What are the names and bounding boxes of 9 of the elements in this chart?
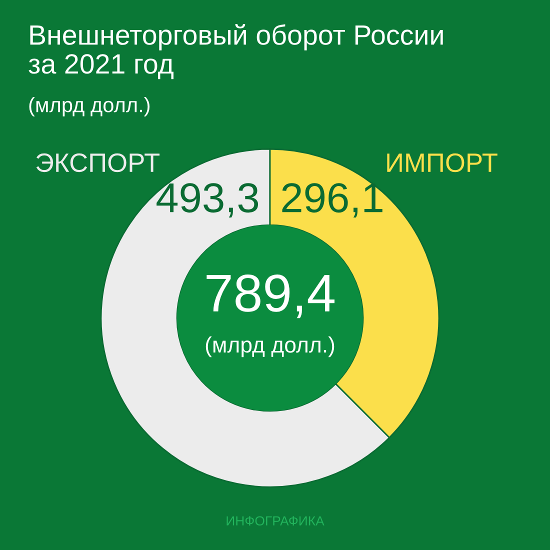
data-label: 493,3 — [156, 183, 258, 218]
text: 789,4 — [206, 274, 334, 318]
chart-subtitle: (млрд долл.) — [29, 97, 150, 116]
text: (млрд долл.) — [206, 336, 334, 358]
data-label: 296,1 — [282, 183, 382, 218]
text: ИНФОГРАФИКА — [226, 516, 324, 526]
slice-label: ИМПОРТ — [387, 153, 498, 172]
slice-label: ЭКСПОРТ — [36, 153, 160, 172]
chart-title: Внешнеторговый оборот России за 2021 год — [28, 24, 443, 80]
